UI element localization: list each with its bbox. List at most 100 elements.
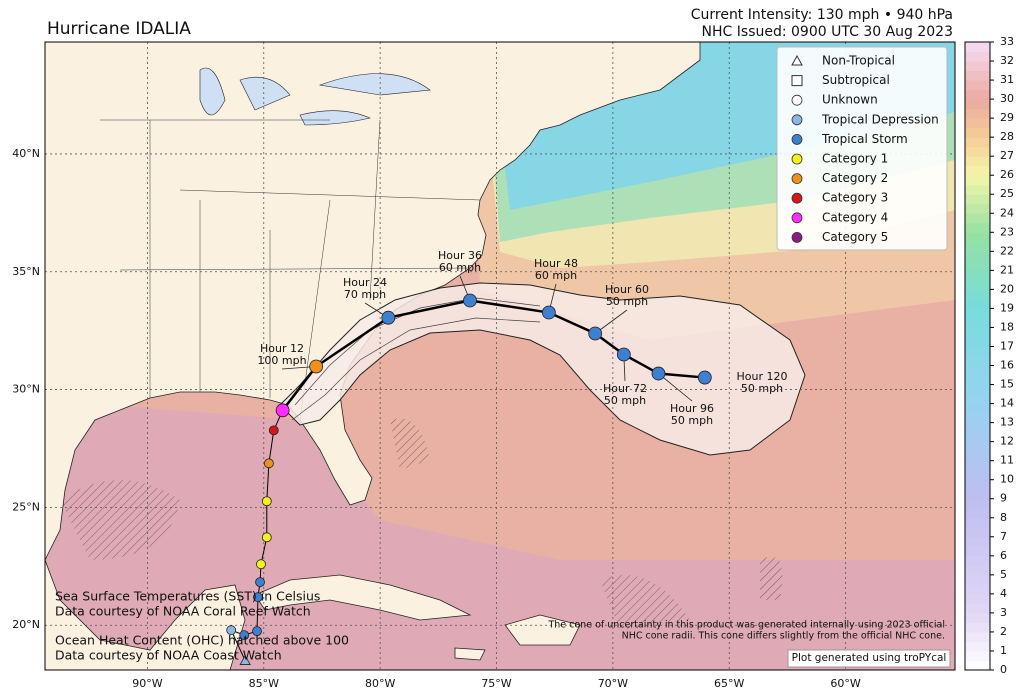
- colorbar-segment: [965, 61, 990, 72]
- track: [226, 275, 712, 665]
- track-point: [381, 310, 396, 325]
- colorbar-label: 14: [1000, 397, 1014, 410]
- track-point: [697, 370, 712, 385]
- colorbar-label: 20: [1000, 282, 1014, 295]
- track-point: [263, 458, 274, 469]
- legend-marker: [791, 153, 803, 165]
- credit-box: [787, 649, 951, 668]
- legend: Non-Tropical Subtropical Unknown Tropical D…: [791, 54, 939, 244]
- forecast-hour: Hour 120: [737, 370, 788, 383]
- colorbar-segment: [965, 479, 990, 490]
- colorbar-segment: [965, 565, 990, 576]
- legend-label: Category 3: [822, 191, 888, 205]
- track-point: [256, 559, 266, 570]
- colorbar-label: 9: [1000, 492, 1007, 505]
- track-point: [616, 347, 631, 362]
- colorbar-label: 16: [1000, 359, 1014, 372]
- colorbar-segment: [965, 470, 990, 481]
- colorbar-segment: [965, 127, 990, 138]
- colorbar-segment: [965, 508, 990, 519]
- colorbar-segment: [965, 251, 990, 262]
- colorbar-segment: [965, 660, 990, 671]
- legend-label: Category 2: [822, 171, 888, 185]
- legend-label: Category 1: [822, 152, 888, 166]
- colorbar-segment: [965, 394, 990, 405]
- legend-marker: [791, 94, 803, 106]
- colorbar-segment: [965, 603, 990, 614]
- colorbar-segment: [965, 527, 990, 538]
- state-borders: [100, 119, 481, 421]
- colorbar-segment: [965, 241, 990, 252]
- track-point: [252, 626, 262, 637]
- colorbar-label: 21: [1000, 263, 1014, 276]
- forecast-wind: 60 mph: [439, 261, 481, 274]
- colorbar-label: 25: [1000, 187, 1014, 200]
- colorbar-segment: [965, 536, 990, 547]
- track-point: [268, 425, 279, 436]
- colorbar-label: 26: [1000, 168, 1014, 181]
- legend-marker: [791, 114, 803, 126]
- colorbar-segment: [965, 346, 990, 357]
- colorbar-label: 13: [1000, 416, 1014, 429]
- colorbar-segment: [965, 146, 990, 157]
- colorbar-segment: [965, 298, 990, 309]
- x-tick-label: 75°W: [481, 677, 511, 690]
- colorbar-segment: [965, 80, 990, 91]
- colorbar-segment: [965, 118, 990, 129]
- colorbar-label: 11: [1000, 454, 1014, 467]
- note-left: Ocean Heat Content (OHC) hatched above 1…: [55, 633, 349, 648]
- colorbar-label: 28: [1000, 130, 1014, 143]
- colorbar-segment: [965, 213, 990, 224]
- colorbar-segment: [965, 99, 990, 110]
- colorbar-segment: [965, 270, 990, 281]
- x-tick-label: 90°W: [132, 677, 162, 690]
- great-lakes: [199, 67, 431, 126]
- colorbar-segment: [965, 108, 990, 119]
- colorbar-label: 8: [1000, 511, 1007, 524]
- legend-label: Unknown: [822, 93, 878, 107]
- forecast-hour: Hour 36: [438, 249, 482, 262]
- legend-marker: [791, 231, 803, 243]
- track-point: [261, 496, 272, 507]
- x-tick-label: 80°W: [365, 677, 395, 690]
- legend-label: Subtropical: [822, 73, 890, 87]
- colorbar-segment: [965, 451, 990, 462]
- colorbar-label: 17: [1000, 339, 1014, 352]
- colorbar-segment: [965, 184, 990, 195]
- colorbar-label: 12: [1000, 435, 1014, 448]
- colorbar-segment: [965, 137, 990, 148]
- track-point: [239, 630, 250, 641]
- colorbar-segment: [965, 336, 990, 347]
- colorbar-segment: [965, 517, 990, 528]
- track-point: [651, 366, 666, 381]
- colorbar-segment: [965, 175, 990, 186]
- note-right: The cone of uncertainty in this product …: [547, 620, 945, 631]
- colorbar-segment: [965, 413, 990, 424]
- forecast-wind: 50 mph: [741, 382, 783, 395]
- track-point: [275, 403, 290, 418]
- colorbar-segment: [965, 156, 990, 167]
- colorbar-segment: [965, 622, 990, 633]
- legend-marker: [791, 173, 803, 185]
- colorbar-segment: [965, 222, 990, 233]
- track-point: [309, 359, 324, 374]
- title: Hurricane IDALIA: [47, 19, 191, 39]
- colorbar-segment: [965, 441, 990, 452]
- colorbar-segment: [965, 641, 990, 652]
- forecast-hour: Hour 60: [605, 283, 649, 296]
- colorbar-label: 1: [1000, 644, 1007, 657]
- forecast-wind: 50 mph: [604, 394, 646, 407]
- track-point: [239, 654, 251, 665]
- colorbar-label: 22: [1000, 244, 1014, 257]
- colorbar-segment: [965, 631, 990, 642]
- legend-label: Category 5: [822, 230, 888, 244]
- legend-box: [776, 46, 948, 251]
- y-tick-label: 20°N: [12, 618, 40, 631]
- colorbar-label: 30: [1000, 92, 1014, 105]
- colorbar-segment: [965, 42, 990, 53]
- colorbar-segment: [965, 70, 990, 81]
- colorbar-segment: [965, 289, 990, 300]
- x-tick-label: 70°W: [598, 677, 628, 690]
- map-frame: [44, 41, 956, 671]
- track-point: [541, 305, 556, 320]
